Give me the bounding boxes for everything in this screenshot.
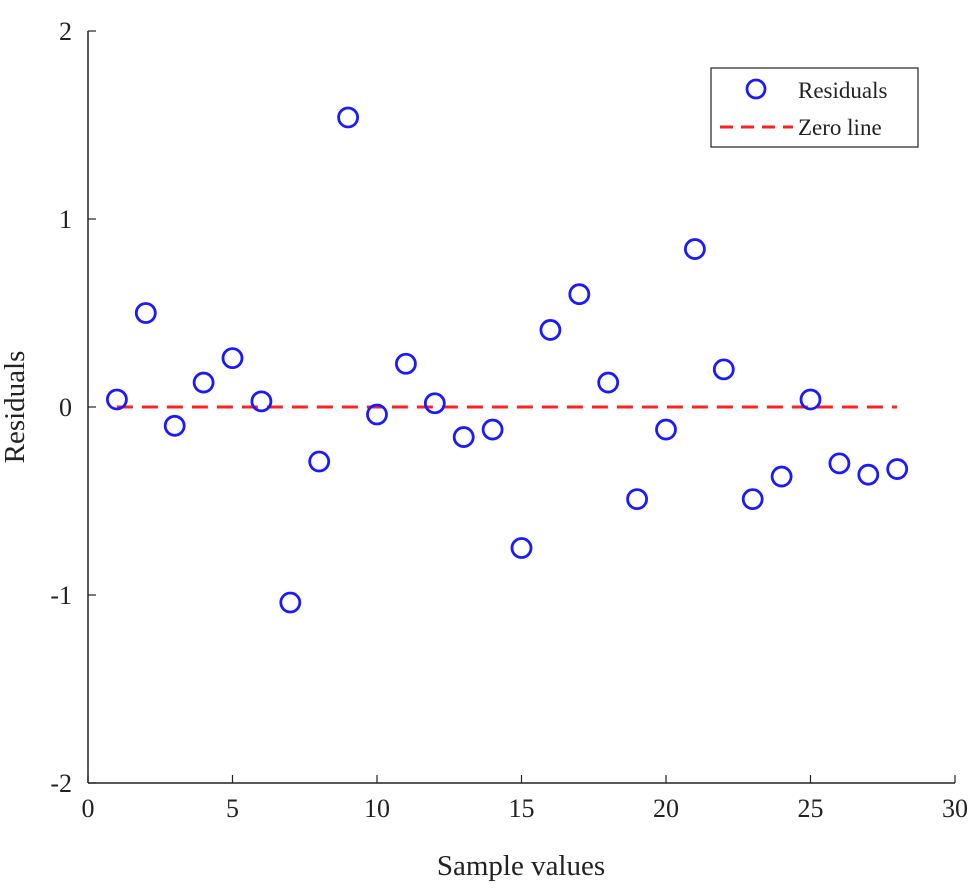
residual-point — [163, 414, 186, 437]
residual-point — [279, 591, 302, 614]
residual-point — [712, 358, 735, 381]
residual-point — [337, 106, 360, 129]
residual-point — [828, 452, 851, 475]
y-axis-title: Residuals — [0, 351, 31, 464]
residual-point — [250, 390, 273, 413]
x-tick-label: 15 — [509, 794, 535, 823]
x-tick-label: 20 — [653, 794, 679, 823]
y-tick-label: -2 — [50, 769, 72, 798]
x-tick-label: 5 — [226, 794, 239, 823]
residual-point — [366, 403, 388, 426]
residual-point — [886, 458, 909, 480]
legend-residuals-label: Residuals — [798, 78, 887, 103]
axis-ticks: 0 5 10 15 20 25 30 -2 -1 0 1 2 — [50, 17, 968, 823]
legend-box — [710, 67, 919, 148]
residual-point — [481, 418, 504, 441]
y-tick-label: 0 — [59, 393, 72, 422]
residual-point — [452, 426, 475, 448]
residual-point — [568, 283, 591, 306]
residual-point — [626, 488, 648, 511]
residual-point — [423, 392, 446, 415]
residual-point — [539, 319, 562, 341]
residual-point — [394, 352, 417, 375]
x-tick-label: 10 — [364, 794, 390, 823]
residual-point — [857, 463, 880, 486]
y-tick-label: 2 — [59, 17, 72, 46]
residual-point — [741, 488, 764, 511]
y-tick-label: -1 — [50, 581, 72, 610]
residual-point — [770, 465, 793, 488]
residual-point — [192, 371, 215, 394]
residual-point — [221, 347, 244, 370]
x-tick-label: 25 — [798, 794, 824, 823]
legend: Residuals Zero line — [710, 67, 919, 148]
x-axis-title: Sample values — [437, 850, 605, 882]
legend-residuals-marker — [745, 78, 767, 100]
residual-point — [597, 371, 620, 394]
legend-zero-line-label: Zero line — [798, 115, 882, 140]
residual-point — [106, 388, 128, 411]
residual-point — [510, 537, 533, 559]
x-tick-label: 30 — [942, 794, 968, 823]
residual-point — [684, 238, 706, 260]
series-layer — [106, 106, 909, 614]
x-tick-label: 0 — [82, 794, 95, 823]
residual-point — [308, 450, 331, 473]
residual-point — [799, 388, 822, 411]
y-tick-label: 1 — [59, 205, 72, 234]
residual-point — [134, 302, 157, 324]
residual-point — [655, 418, 677, 441]
